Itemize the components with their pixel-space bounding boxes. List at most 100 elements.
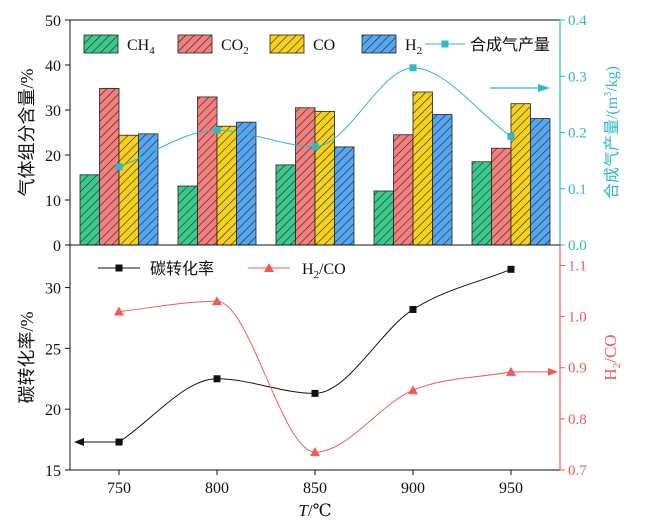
bar-co-950 <box>510 103 531 246</box>
bottom-right-tick-label: 0.9 <box>568 361 587 377</box>
bottom-right-tick-label: 0.7 <box>568 463 587 479</box>
bar-co-900 <box>412 91 433 246</box>
bar-ch4-750 <box>79 174 100 246</box>
legend-swatch-co <box>269 34 305 54</box>
top-left-tick-label: 0 <box>53 238 61 255</box>
top-right-tick-label: 0.4 <box>568 13 587 29</box>
legend-marker-carbon <box>115 264 123 272</box>
h2-co-ratio-point-900 <box>408 385 418 395</box>
top-right-tick-label: 0.2 <box>568 126 587 142</box>
legend-marker-syngas <box>441 40 449 48</box>
bar-ch4-800 <box>177 185 198 246</box>
bottom-line-group <box>114 265 516 457</box>
h2-co-ratio-point-750 <box>114 306 124 316</box>
top-left-axis-title: 气体组分含量/% <box>17 68 37 196</box>
x-axis-title: T/℃ <box>298 501 331 520</box>
bar-h2-950 <box>530 118 551 246</box>
legend-swatch-h2 <box>361 34 397 54</box>
bar-h2-800 <box>236 121 257 246</box>
legend-label-h2co: H2/CO <box>302 261 346 281</box>
top-left-tick-label: 20 <box>45 148 61 165</box>
legend-label-sub: 2 <box>417 45 423 57</box>
legend-label-co: CO <box>313 37 335 54</box>
bottom-right-axis-title-part: H <box>601 368 620 380</box>
top-legend: CH4 CO2 CO H2 合成气产量 <box>83 34 550 57</box>
x-tick-label: 750 <box>107 480 131 497</box>
syngas-axis-arrow-head <box>538 84 550 92</box>
syngas-yield-point-900 <box>409 64 417 72</box>
bar-co2-800 <box>197 96 218 246</box>
top-right-tick-label: 0.0 <box>568 238 587 254</box>
top-left-tick-label: 10 <box>45 193 61 210</box>
top-right-axis-title-part: 合成气产量/(m <box>603 96 621 199</box>
x-axis-title-rest: /℃ <box>308 501 332 520</box>
syngas-yield-point-850 <box>311 143 319 151</box>
carbon-conversion-point-950 <box>507 265 515 273</box>
legend-label-text: H <box>405 37 417 54</box>
top-left-tick-label: 40 <box>45 58 61 75</box>
x-tick-label: 900 <box>401 480 425 497</box>
bar-co-750 <box>118 134 139 246</box>
legend-label-text: CO <box>313 37 335 54</box>
bar-ch4-850 <box>275 164 296 246</box>
bottom-right-tick-label: 1.0 <box>568 310 587 326</box>
bar-ch4-950 <box>471 161 492 246</box>
syngas-yield-point-750 <box>115 163 123 171</box>
top-left-tick-label: 50 <box>45 13 61 30</box>
syngas-yield-line-group <box>115 64 515 171</box>
bar-series-group <box>79 88 551 246</box>
legend-label-h2co-sub: 2 <box>314 269 320 281</box>
top-right-tick-label: 0.3 <box>568 69 587 85</box>
carbon-conversion-point-800 <box>213 375 221 383</box>
bar-co-800 <box>216 125 237 246</box>
bar-co2-850 <box>295 107 316 246</box>
x-axis-title-italic: T <box>298 501 309 520</box>
h2-co-ratio-point-850 <box>310 447 320 457</box>
legend-label-co2: CO2 <box>221 37 249 57</box>
syngas-yield-point-800 <box>213 126 221 134</box>
carbon-conversion-point-900 <box>409 305 417 313</box>
legend-label-sub: 4 <box>149 45 155 57</box>
legend-label-text: CO <box>221 37 243 54</box>
x-tick-label: 800 <box>205 480 229 497</box>
bar-co2-950 <box>491 147 512 246</box>
carbon-conversion-point-850 <box>311 389 319 397</box>
axis-pointer-arrows <box>74 84 558 447</box>
bottom-legend: 碳转化率 H2/CO <box>98 260 346 281</box>
legend-label-sub: 2 <box>243 45 249 57</box>
bottom-left-tick-label: 25 <box>45 341 61 358</box>
legend-swatch-co2 <box>177 34 213 54</box>
x-tick-label: 950 <box>499 480 523 497</box>
legend-label-h2co-part: /CO <box>319 261 346 278</box>
carbon-axis-arrow-head <box>74 438 84 447</box>
top-right-axis-title-part: /kg) <box>604 66 621 92</box>
x-tick-label: 850 <box>303 480 327 497</box>
legend-label-text: CH <box>127 37 150 54</box>
bar-h2-900 <box>432 114 453 246</box>
bottom-right-axis-title-part: /CO <box>601 334 620 362</box>
bar-h2-850 <box>334 146 355 246</box>
bottom-left-tick-label: 20 <box>45 402 61 419</box>
h2-co-ratio-point-800 <box>212 296 222 306</box>
bottom-left-tick-label: 15 <box>45 463 61 480</box>
bottom-left-tick-label: 30 <box>45 281 61 298</box>
h2co-axis-arrow-head <box>548 367 558 376</box>
legend-label-syngas: 合成气产量 <box>470 36 550 54</box>
legend-label-h2: H2 <box>405 37 422 57</box>
bar-co-850 <box>314 110 335 246</box>
syngas-yield-line <box>118 67 512 168</box>
legend-swatch-ch4 <box>83 34 119 54</box>
legend-label-ch4: CH4 <box>127 37 155 57</box>
carbon-conversion-line <box>118 268 512 443</box>
syngas-yield-point-950 <box>507 132 515 140</box>
bar-ch4-900 <box>373 190 394 246</box>
bar-co2-900 <box>393 134 414 246</box>
legend-label-carbon: 碳转化率 <box>150 260 214 278</box>
legend-label-h2co-part: H <box>302 261 314 278</box>
top-left-tick-label: 30 <box>45 103 61 120</box>
top-right-tick-label: 0.1 <box>568 182 587 198</box>
top-right-axis-title: 合成气产量/(m3/kg) <box>603 66 621 199</box>
